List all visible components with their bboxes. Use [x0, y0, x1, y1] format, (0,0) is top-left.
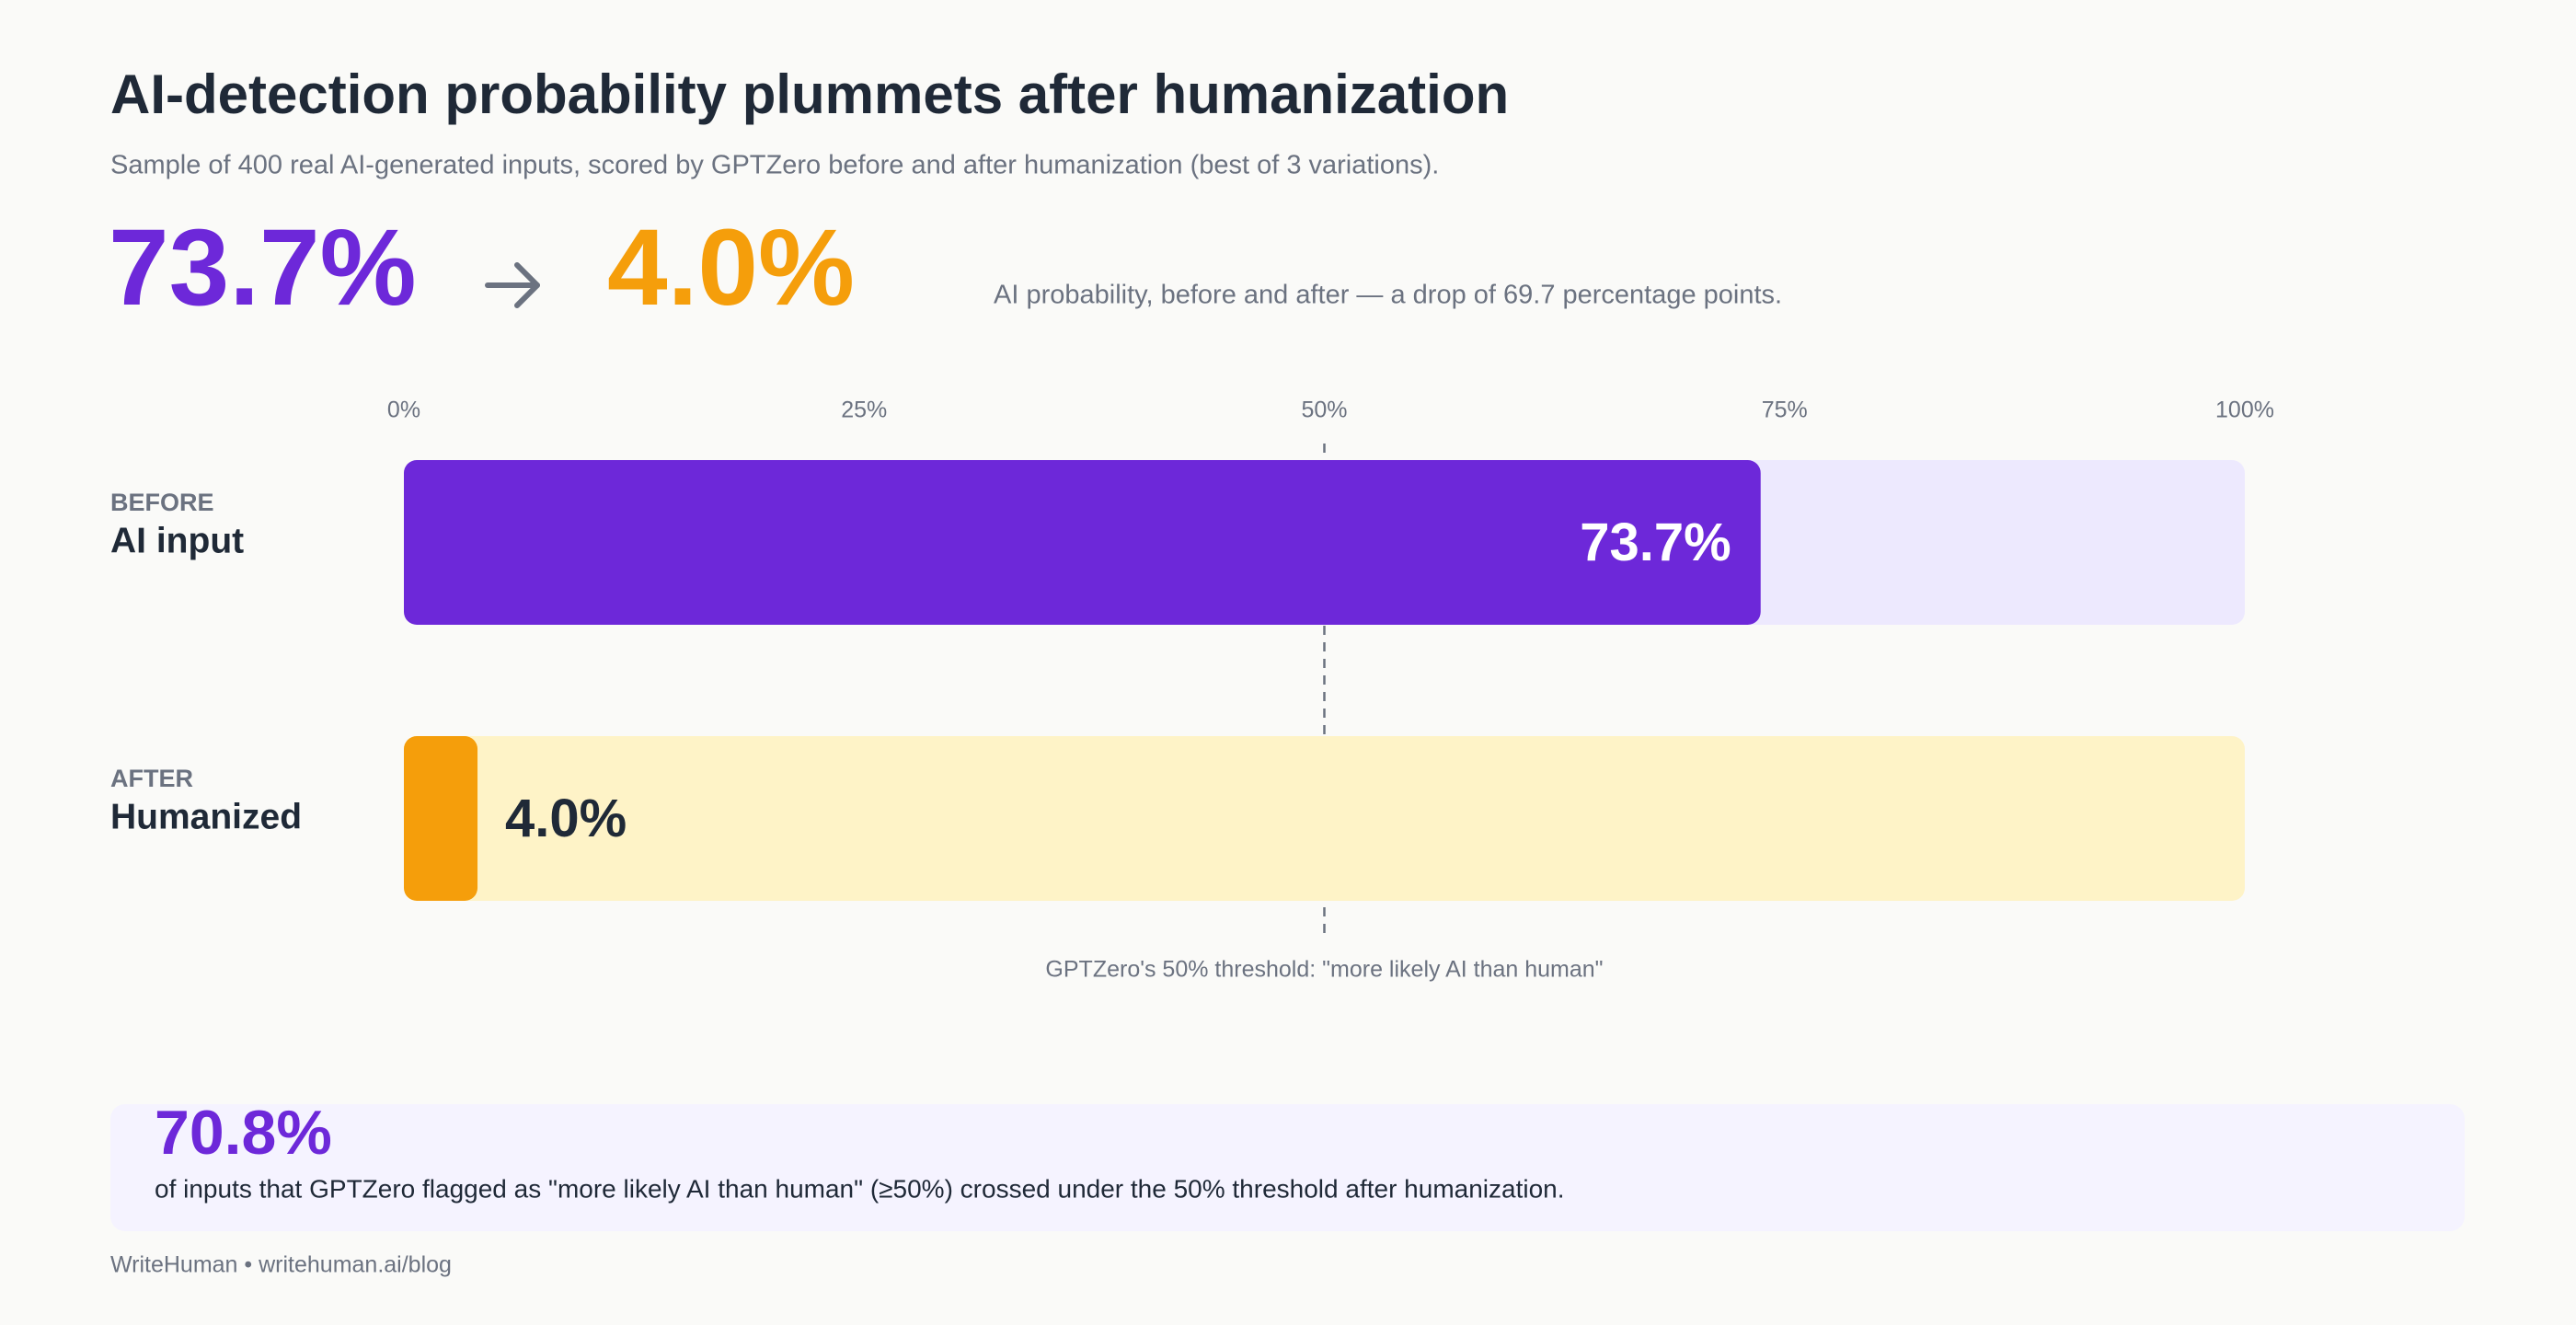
threshold-label: GPTZero's 50% threshold: "more likely AI…	[1045, 957, 1603, 983]
title: AI-detection probability plummets after …	[110, 63, 1509, 125]
category-tag: AFTER	[110, 765, 193, 792]
bar	[404, 460, 1761, 625]
category-label: Humanized	[110, 797, 302, 836]
category-tag: BEFORE	[110, 489, 214, 516]
x-tick-label: 75%	[1762, 398, 1808, 423]
value-label: 4.0%	[505, 789, 627, 848]
plot-area: 0% 25% 50% 75% 100% GPTZero's 50% threshold: …	[110, 398, 2274, 983]
arrow-icon	[485, 262, 540, 308]
category-label: AI input	[110, 521, 244, 560]
subtitle: Sample of 400 real AI-generated inputs, …	[110, 151, 1439, 180]
callout-stat: 70.8%	[155, 1098, 332, 1168]
bar-track	[404, 736, 2245, 901]
x-tick-label: 50%	[1301, 398, 1347, 423]
headline-before: 73.7%	[109, 207, 417, 328]
x-tick-label: 0%	[387, 398, 420, 423]
headline-note: AI probability, before and after — a dro…	[994, 281, 1782, 310]
bar	[404, 736, 478, 901]
x-tick-label: 25%	[841, 398, 887, 423]
callout-box	[110, 1104, 2465, 1231]
value-label: 73.7%	[1580, 513, 1731, 572]
x-tick-label: 100%	[2215, 398, 2274, 423]
headline-after: 4.0%	[607, 207, 855, 328]
callout-text: of inputs that GPTZero flagged as "more …	[155, 1174, 1565, 1203]
footer: WriteHuman • writehuman.ai/blog	[110, 1252, 452, 1278]
